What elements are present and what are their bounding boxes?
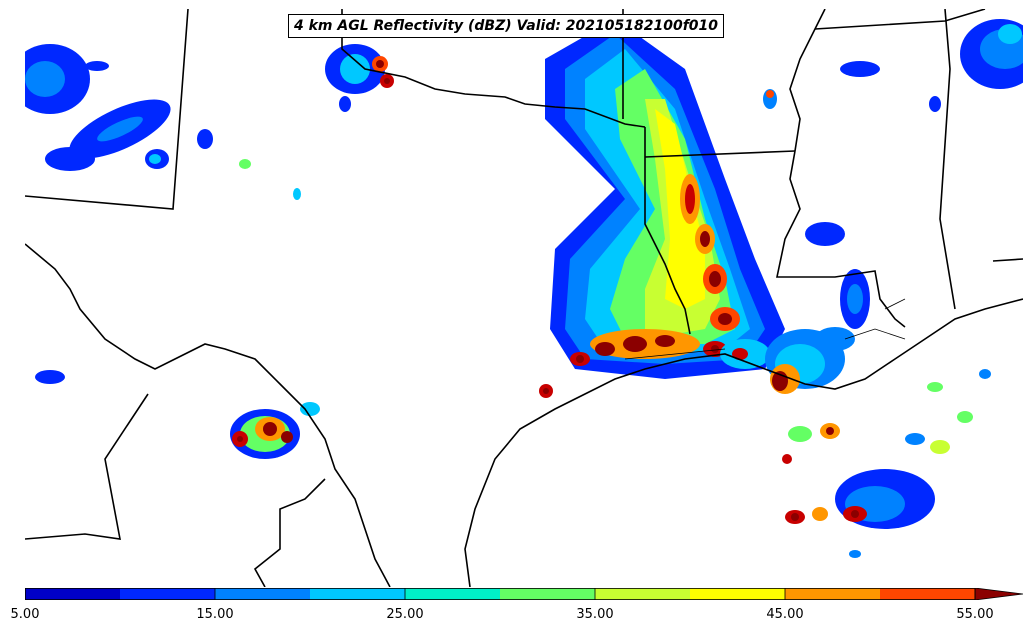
boundary-lines [25, 9, 1023, 587]
colorbar-bin [595, 588, 691, 600]
colorbar-extend-arrow [974, 588, 1023, 600]
county-lines [624, 298, 906, 360]
echo-cluster-north [325, 44, 394, 112]
colorbar-tick-label: 15.00 [196, 607, 234, 622]
echo-main-line [545, 19, 785, 379]
reflectivity-echoes [25, 19, 1023, 558]
map-frame [25, 9, 1023, 587]
colorbar-bin [310, 588, 406, 600]
colorbar-tick-label: 45.00 [766, 607, 804, 622]
colorbar-bin [500, 588, 596, 600]
colorbar-tick-label: 5.00 [10, 607, 40, 622]
colorbar-bin [25, 588, 121, 600]
colorbar [25, 588, 1023, 600]
echo-cluster-southwest [230, 402, 320, 459]
reflectivity-map [25, 9, 1023, 587]
colorbar-tick-label: 25.00 [386, 607, 424, 622]
colorbar-tick-label: 35.00 [576, 607, 614, 622]
colorbar-bin [120, 588, 216, 600]
map-title: 4 km AGL Reflectivity (dBZ) Valid: 20210… [288, 14, 725, 38]
colorbar-bin [405, 588, 501, 600]
colorbar-tick-label: 55.00 [956, 607, 994, 622]
colorbar-bin [215, 588, 311, 600]
echo-coastal-cells [539, 269, 870, 398]
echo-cluster-gulf [782, 369, 991, 558]
colorbar-bin [785, 588, 881, 600]
colorbar-bin [690, 588, 786, 600]
echo-cluster-northeast [763, 19, 1023, 246]
echo-cluster-northwest [25, 44, 301, 384]
colorbar-bin [880, 588, 976, 600]
